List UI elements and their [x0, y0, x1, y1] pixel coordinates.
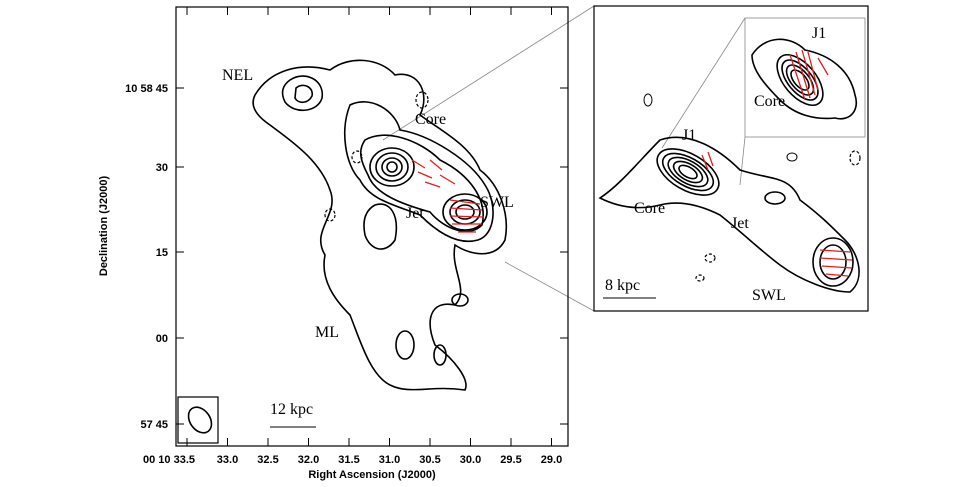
x-tick-label: 31.0 — [379, 454, 400, 466]
x-tick-label: 33.0 — [217, 454, 238, 466]
zoom-connector — [382, 5, 595, 141]
x-tick-label: 32.5 — [257, 454, 278, 466]
annotation: Core — [754, 93, 785, 110]
annotation: ML — [315, 324, 339, 341]
left-contours — [252, 59, 508, 391]
scale-label: 8 kpc — [605, 277, 640, 294]
right-contours — [598, 93, 861, 293]
right-vectors — [701, 151, 853, 277]
annotation: Core — [415, 111, 446, 128]
left-frame — [175, 6, 569, 447]
inset-connector — [739, 136, 746, 186]
inset-contours — [751, 38, 857, 120]
annotation: Core — [634, 200, 665, 217]
x-tick-label: 30.5 — [419, 454, 440, 466]
right-frame — [593, 5, 869, 312]
x-tick-label: 31.5 — [338, 454, 359, 466]
x-tick-label: 29.5 — [500, 454, 521, 466]
annotation: J1 — [812, 25, 826, 42]
scale-label: 12 kpc — [270, 401, 313, 418]
annotation: J1 — [682, 127, 696, 144]
y-axis-label: Declination (J2000) — [98, 176, 110, 277]
polarization-vectors — [411, 159, 485, 233]
annotation: Jet — [731, 215, 749, 232]
y-tick-label: 57 45 — [140, 419, 168, 431]
zoom-connector — [504, 261, 595, 312]
inset-vectors — [789, 49, 829, 101]
x-tick-label: 32.0 — [298, 454, 319, 466]
x-tick-label: 29.0 — [541, 454, 562, 466]
y-tick-label: 15 — [156, 247, 168, 259]
annotation: SWL — [752, 287, 786, 304]
y-tick-label: 10 58 45 — [125, 83, 168, 95]
x-axis-label: Right Ascension (J2000) — [308, 469, 436, 481]
y-tick-label: 00 — [156, 333, 168, 345]
beam — [187, 406, 213, 434]
annotation: NEL — [222, 67, 253, 84]
annotation: Jet — [406, 205, 424, 222]
x-tick-label: 00 10 33.5 — [143, 454, 195, 466]
inset-connector — [661, 17, 746, 149]
annotation: SWL — [480, 194, 514, 211]
x-tick-label: 30.0 — [460, 454, 481, 466]
beam-box — [177, 396, 219, 444]
y-tick-label: 30 — [156, 162, 168, 174]
